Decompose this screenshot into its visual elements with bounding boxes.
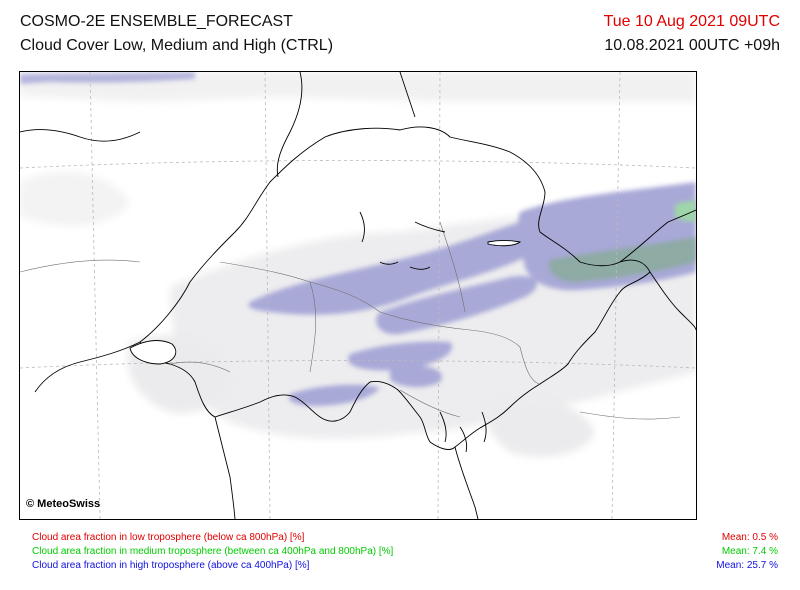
lake-constance: [487, 240, 522, 247]
legend-medium-mean: Mean: 7.4 %: [721, 546, 778, 557]
legend-high-label: Cloud area fraction in high troposphere …: [32, 560, 310, 571]
map-canvas: © MeteoSwiss: [20, 72, 696, 519]
legend-low-mean: Mean: 0.5 %: [721, 532, 778, 543]
graticule: [20, 72, 696, 519]
lake-geneva: [129, 340, 177, 365]
forecast-map: © MeteoSwiss: [19, 71, 697, 520]
copyright-notice: © MeteoSwiss: [26, 498, 101, 510]
legend-medium-label: Cloud area fraction in medium tropospher…: [32, 546, 394, 557]
regional-borders: [20, 221, 681, 420]
run-time: 10.08.2021 00UTC +09h: [604, 37, 780, 54]
lakes: [129, 211, 522, 453]
legend-low-label: Cloud area fraction in low troposphere (…: [32, 532, 305, 543]
map-subtitle: Cloud Cover Low, Medium and High (CTRL): [20, 37, 334, 54]
valid-time: Tue 10 Aug 2021 09UTC: [603, 13, 780, 30]
map-title: COSMO-2E ENSEMBLE_FORECAST: [20, 13, 293, 30]
legend-high-mean: Mean: 25.7 %: [716, 560, 778, 571]
national-borders: [20, 72, 696, 519]
